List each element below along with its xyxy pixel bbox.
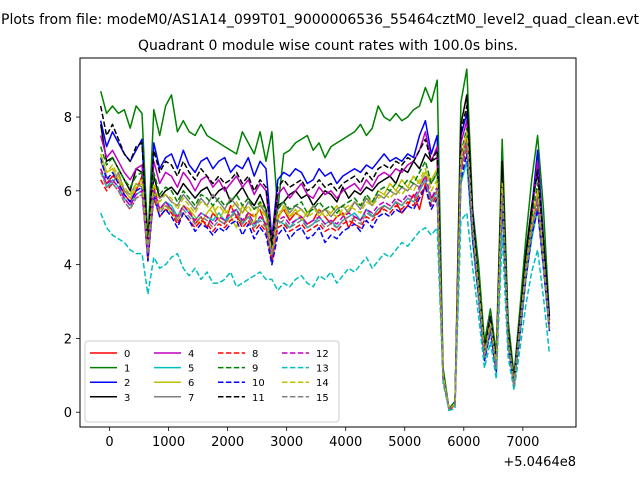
x-offset-label: +5.0464e8 (503, 455, 576, 470)
legend-label-2: 2 (124, 378, 130, 389)
plot-frame (79, 57, 577, 428)
legend-box (84, 340, 340, 423)
x-tick-label: 5000 (388, 435, 421, 450)
series-line-11 (99, 105, 551, 410)
x-tick-label: 3000 (270, 435, 303, 450)
legend-label-11: 11 (252, 393, 265, 404)
series-layer (99, 68, 551, 412)
x-tick-label: 2000 (211, 435, 244, 450)
legend-label-8: 8 (252, 349, 258, 360)
figure-suptitle: Plots from file: modeM0/AS1A14_099T01_90… (1, 12, 639, 28)
legend-label-7: 7 (188, 393, 194, 404)
y-tick-label: 6 (64, 185, 72, 200)
series-line-14 (99, 131, 551, 410)
legend-label-14: 14 (316, 378, 329, 389)
axes-title: Quadrant 0 module wise count rates with … (138, 38, 518, 54)
y-tick-label: 0 (64, 406, 72, 421)
x-tick-label: 0 (105, 435, 113, 450)
legend-label-9: 9 (252, 364, 258, 375)
legend-label-15: 15 (316, 393, 329, 404)
legend-label-4: 4 (188, 349, 194, 360)
x-tick-label: 4000 (329, 435, 362, 450)
legend-label-6: 6 (188, 378, 194, 389)
x-tick-label: 6000 (447, 435, 480, 450)
series-line-15 (100, 142, 551, 410)
legend-label-5: 5 (188, 364, 194, 375)
legend-label-12: 12 (316, 349, 329, 360)
series-line-13 (100, 212, 551, 412)
legend-label-3: 3 (124, 393, 130, 404)
legend-label-0: 0 (124, 349, 130, 360)
legend-label-13: 13 (316, 364, 329, 375)
y-tick-label: 4 (64, 259, 72, 274)
y-tick-label: 8 (64, 111, 72, 126)
x-tick-label: 1000 (152, 435, 185, 450)
x-tick-label: 7000 (506, 435, 539, 450)
legend-label-1: 1 (124, 364, 130, 375)
x-axis: 0 1000 2000 3000 4000 5000 6000 7000 (105, 427, 539, 450)
legend-label-10: 10 (252, 378, 265, 389)
y-axis: 0 2 4 6 8 (64, 111, 80, 421)
y-tick-label: 2 (64, 332, 72, 347)
